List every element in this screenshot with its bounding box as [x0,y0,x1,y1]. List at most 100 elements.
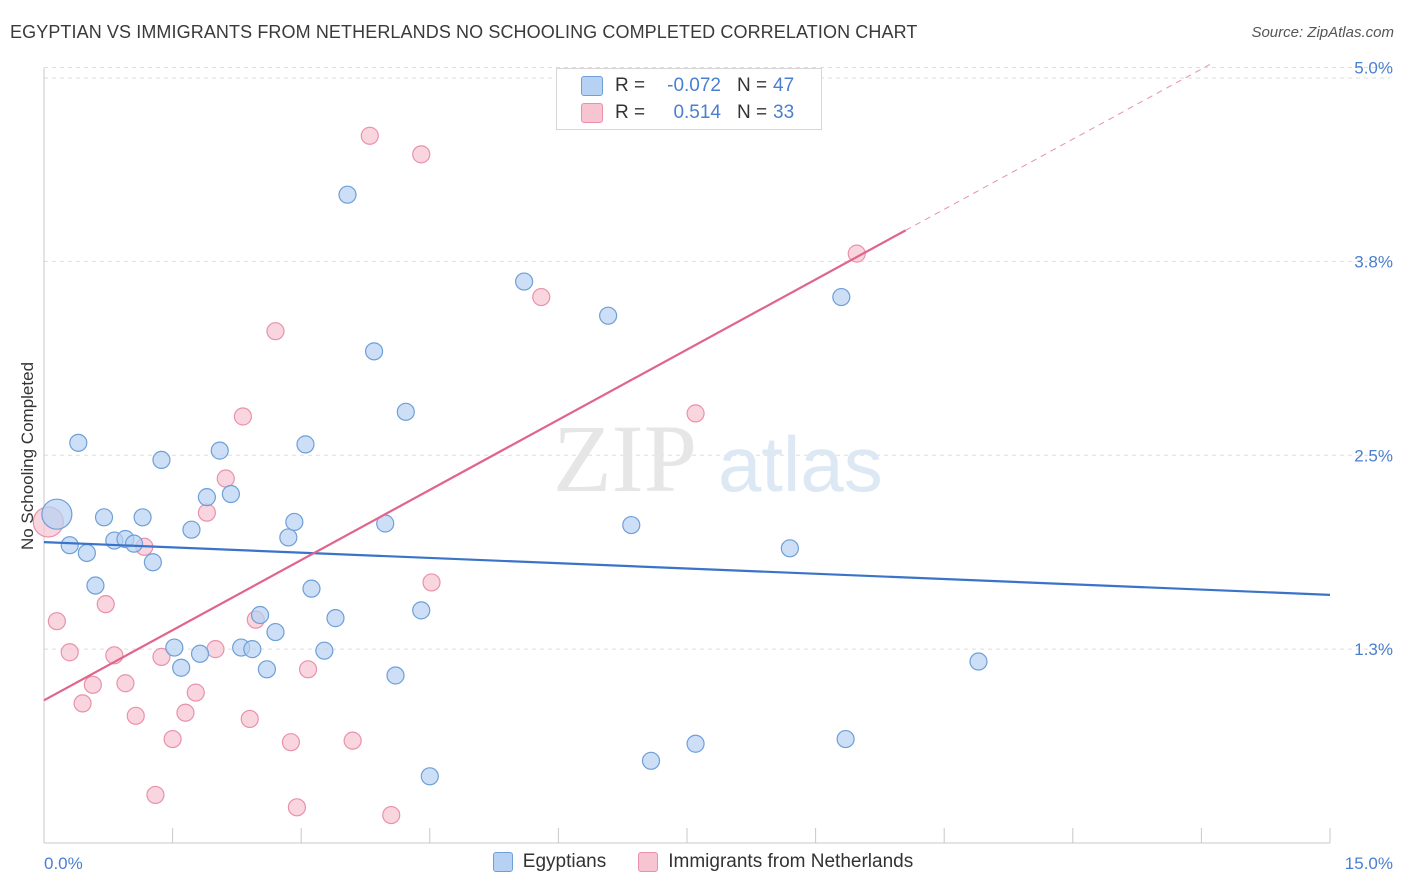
y-tick-label: 3.8% [1354,252,1393,271]
egyptians-point [182,520,201,539]
watermark-atlas: atlas [718,420,883,508]
egyptians-point [172,658,191,677]
netherlands-point [266,322,285,341]
egyptians-point [41,498,73,530]
egyptians-point [599,306,618,325]
egyptians-point [94,508,114,527]
legend-r-value: -0.072 [667,75,721,96]
egyptians-point [515,272,534,291]
series-legend: Egyptians Immigrants from Netherlands [0,851,1406,873]
egyptians-point [210,441,229,460]
y-tick-labels: 1.3% 2.5% 3.8% 5.0% [1354,59,1393,660]
egyptians-point [285,512,304,532]
legend-item-egyptians[interactable]: Egyptians [492,851,607,873]
netherlands-point [73,694,92,713]
legend-r-value: 0.514 [673,102,721,123]
source-credit: Source: ZipAtlas.com [1251,24,1394,41]
legend-r-label: R = [615,102,646,123]
y-tick-label: 2.5% [1354,446,1393,465]
netherlands-point [176,703,195,722]
netherlands-point [240,709,259,729]
chart-title: EGYPTIAN VS IMMIGRANTS FROM NETHERLANDS … [10,22,918,42]
x-ticks [172,828,1331,843]
legend-r-label: R = [615,75,646,96]
legend-label-egyptians: Egyptians [522,851,607,872]
egyptians-point [197,488,216,507]
x-tick-labels: 0.0% 15.0% [44,854,1393,873]
legend-item-netherlands[interactable]: Immigrants from Netherlands [638,851,913,873]
legend-swatch-pink [581,103,603,123]
egyptians-point [420,767,439,786]
legend-row-netherlands: R = 0.514 N = 33 [581,100,794,126]
egyptians-point [152,450,171,470]
netherlands-point [216,469,235,488]
netherlands-trend-extension [905,63,1211,231]
netherlands-point [233,407,253,426]
trend-lines [43,63,1331,702]
egyptians-point [386,666,405,685]
legend-n-label: N = [737,102,768,123]
egyptians-point [279,528,298,547]
netherlands-point [382,805,401,825]
x-tick-label: 15.0% [1345,854,1393,873]
egyptians-point [124,534,144,553]
egyptians-point [836,729,855,749]
egyptians-point [315,641,334,660]
netherlands-point [412,145,431,164]
egyptians-point [780,539,799,558]
egyptians-point [165,638,184,657]
egyptians-point [143,553,162,572]
legend-row-egyptians: R = -0.072 N = 47 [581,73,794,99]
netherlands-point [287,798,307,817]
netherlands-point [532,287,551,307]
y-tick-label: 1.3% [1354,640,1393,659]
netherlands-point [422,573,441,592]
egyptians-point [77,543,96,563]
netherlands-point [126,706,145,725]
egyptians-point [190,644,210,663]
egyptians-point [250,605,270,625]
netherlands-point [206,640,225,659]
egyptians-point [832,287,851,307]
legend-swatch-pink [638,852,659,872]
netherlands-trend-line [43,229,907,702]
netherlands-point [197,503,216,522]
egyptians-point [686,734,705,753]
egyptians-point [969,652,988,671]
netherlands-point [343,731,362,750]
x-tick-label: 0.0% [44,854,83,873]
egyptians-point [412,601,431,620]
egyptians-point [69,433,88,452]
netherlands-point [83,675,102,694]
egyptians-point [338,185,357,204]
watermark-zip: ZIP [553,405,697,512]
legend-label-netherlands: Immigrants from Netherlands [668,851,914,872]
legend-n-value: 33 [773,102,795,123]
egyptians-point [302,579,321,598]
egyptians-point [221,484,240,504]
egyptians-point [326,609,345,628]
egyptians-point [266,622,285,642]
netherlands-point [186,683,205,702]
correlation-legend: R = -0.072 N = 47 R = 0.514 N = 33 [556,68,822,130]
netherlands-point [47,612,66,631]
egyptians-point [364,342,384,361]
legend-n-label: N = [737,75,768,96]
egyptians-point [60,536,79,555]
netherlands-point [298,660,318,679]
netherlands-point [152,647,171,666]
netherlands-point [281,733,301,752]
netherlands-point [116,674,135,693]
netherlands-point [686,404,705,423]
egyptians-point [396,402,415,421]
netherlands-point [146,785,165,805]
egyptians-trend-line [43,541,1331,596]
legend-swatch-blue [492,852,513,872]
netherlands-point [163,729,182,749]
series-egyptians-points [41,185,988,786]
egyptians-point [641,751,661,770]
gridlines [44,67,1390,650]
egyptians-point [296,435,315,454]
netherlands-point [60,643,79,662]
egyptians-point [133,508,152,527]
